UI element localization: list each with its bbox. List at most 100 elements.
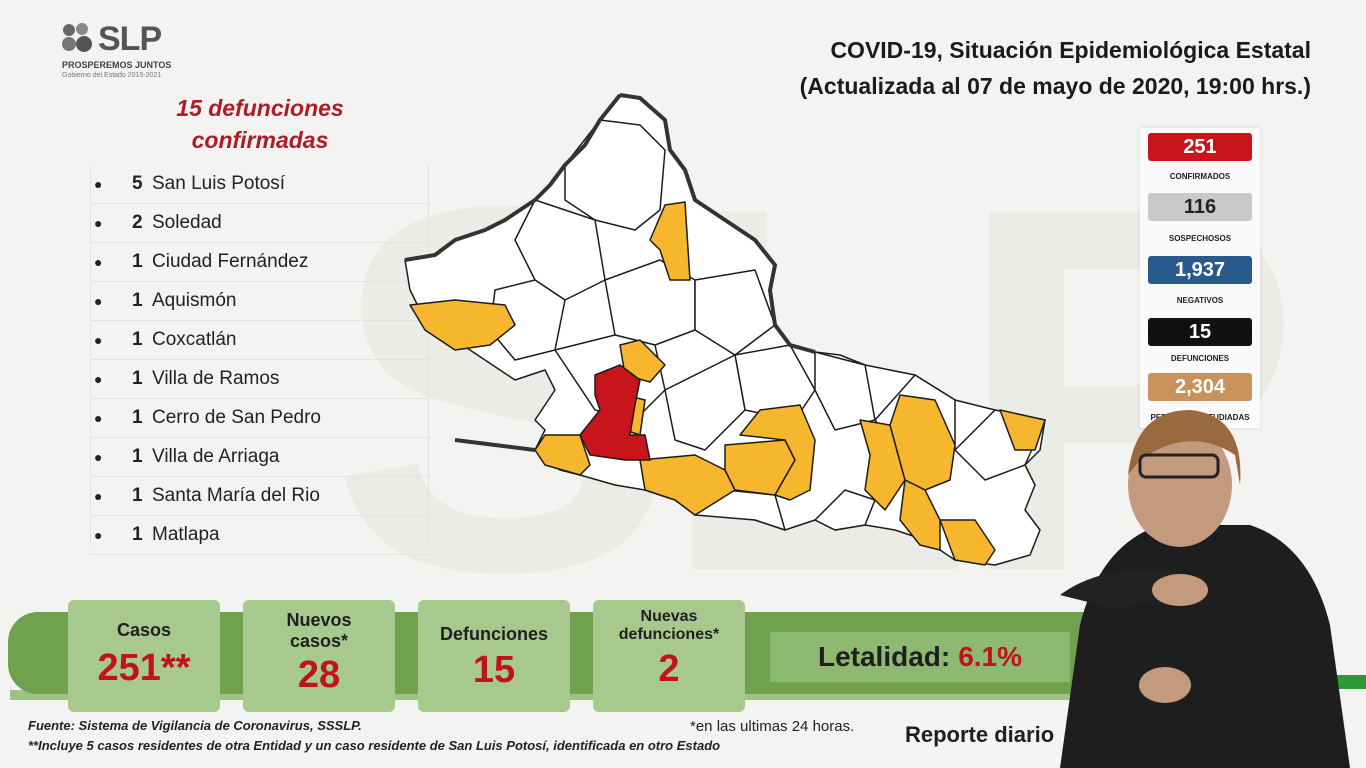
bullet-icon: ● <box>94 488 103 504</box>
reporte-diario: Reporte diario <box>905 722 1055 747</box>
bullet-icon: ● <box>94 293 103 309</box>
sospechosos-value: 116 <box>1148 193 1252 221</box>
municipio <box>814 351 876 431</box>
list-divider-right <box>428 165 429 545</box>
estudiadas-value: 2,304 <box>1148 373 1252 401</box>
sospechosos-label: SOSPECHOSOS <box>1168 234 1232 243</box>
card-nuevas-defunciones: Nuevas defunciones* 2 <box>593 600 745 712</box>
municipio-con-casos <box>889 394 956 491</box>
page-header: COVID-19, Situación Epidemiológica Estat… <box>800 32 1311 104</box>
list-item-count: 1 <box>132 368 143 389</box>
bullet-icon: ● <box>94 449 103 465</box>
logo-subtitle: Gobierno del Estado 2015-2021 <box>62 72 162 79</box>
letalidad-value: 6.1% <box>958 641 1023 672</box>
letalidad-label: Letalidad: <box>817 641 951 672</box>
card-defunciones: Defunciones 15 <box>418 600 570 712</box>
municipio-con-casos <box>899 479 941 551</box>
logo-name: SLP <box>98 20 162 58</box>
card-nuevos-label2: casos* <box>289 631 349 651</box>
state-map <box>404 93 1046 566</box>
letalidad: Letalidad: 6.1% <box>770 632 1070 682</box>
municipio-con-casos <box>534 434 591 476</box>
municipio-con-casos <box>739 404 816 501</box>
list-item-name: Coxcatlán <box>152 329 237 350</box>
list-item-name: Santa María del Rio <box>152 485 320 506</box>
page-subtitle: (Actualizada al 07 de mayo de 2020, 19:0… <box>799 73 1311 99</box>
municipio-con-casos <box>649 201 691 281</box>
list-item: ● 2 Soledad <box>90 204 430 243</box>
bullet-icon: ● <box>94 332 103 348</box>
bullet-icon: ● <box>94 371 103 387</box>
municipio <box>564 119 666 231</box>
list-item: ● 1 Ciudad Fernández <box>90 243 430 282</box>
list-item-count: 1 <box>132 446 143 467</box>
footer-fuente: Fuente: Sistema de Vigilancia de Coronav… <box>28 718 362 733</box>
list-item-name: Cerro de San Pedro <box>152 407 321 428</box>
list-item-count: 1 <box>132 329 143 350</box>
card-casos-label: Casos <box>116 620 172 640</box>
card-defunciones-label: Defunciones <box>439 624 549 644</box>
list-item: ● 1 Aquismón <box>90 282 430 321</box>
municipio-con-defunciones <box>579 364 651 461</box>
list-item-count: 1 <box>132 251 143 272</box>
bullet-icon: ● <box>94 527 103 543</box>
logo-tagline: PROSPEREMOS JUNTOS <box>62 60 172 70</box>
deaths-list-title: 15 defunciones confirmadas <box>140 92 380 156</box>
municipio-con-casos <box>939 519 996 566</box>
card-casos-value: 251** <box>97 647 191 689</box>
list-item-count: 1 <box>132 524 143 545</box>
bullet-icon: ● <box>94 410 103 426</box>
list-item-name: Matlapa <box>152 524 220 545</box>
confirmados-value: 251 <box>1148 133 1252 161</box>
footer-nota: **Incluye 5 casos residentes de otra Ent… <box>28 738 721 753</box>
list-item-count: 1 <box>132 485 143 506</box>
negativos-label: NEGATIVOS <box>1176 296 1224 305</box>
deaths-list: ● 5 San Luis Potosí ● 2 Soledad ● 1 Ciudad Fer… <box>90 165 430 555</box>
list-item: ● 1 Villa de Ramos <box>90 360 430 399</box>
sign-language-interpreter <box>1060 410 1350 768</box>
municipio <box>694 269 776 356</box>
list-divider-left <box>90 165 91 545</box>
defunciones-label: DEFUNCIONES <box>1170 354 1230 363</box>
municipio <box>814 489 876 531</box>
negativos-value: 1,937 <box>1148 256 1252 284</box>
confirmados-label: CONFIRMADOS <box>1169 172 1231 181</box>
card-nuevas-label1: Nuevas <box>640 608 698 625</box>
card-nuevos: Nuevos casos* 28 <box>243 600 395 712</box>
deaths-title-line1: 15 defunciones <box>176 95 344 121</box>
list-item-count: 1 <box>132 290 143 311</box>
card-nuevos-label1: Nuevos <box>286 610 352 630</box>
card-nuevas-value: 2 <box>658 648 680 690</box>
card-nuevas-label2: defunciones* <box>618 626 720 643</box>
list-item-name: San Luis Potosí <box>152 173 286 194</box>
municipio <box>664 354 746 451</box>
footer-ultimas: *en las ultimas 24 horas. <box>690 718 855 735</box>
stats-panel: 251 CONFIRMADOS 116 SOSPECHOSOS 1,937 NE… <box>1140 128 1260 428</box>
slp-logo: SLP PROSPEREMOS JUNTOS Gobierno del Esta… <box>60 20 180 90</box>
list-item-name: Villa de Ramos <box>152 368 280 389</box>
municipio-con-casos <box>639 454 736 516</box>
card-defunciones-value: 15 <box>472 649 516 691</box>
municipio-con-casos <box>999 409 1046 451</box>
list-item: ● 5 San Luis Potosí <box>90 165 430 204</box>
list-item: ● 1 Santa María del Rio <box>90 477 430 516</box>
bullet-icon: ● <box>94 176 103 192</box>
list-item-name: Ciudad Fernández <box>152 251 309 272</box>
deaths-title-line2: confirmadas <box>191 127 329 153</box>
bullet-icon: ● <box>94 254 103 270</box>
municipio-con-casos <box>409 299 516 351</box>
card-nuevos-value: 28 <box>297 654 341 696</box>
page-title: COVID-19, Situación Epidemiológica Estat… <box>830 37 1311 63</box>
list-item: ● 1 Coxcatlán <box>90 321 430 360</box>
card-casos: Casos 251** <box>68 600 220 712</box>
list-item: ● 1 Cerro de San Pedro <box>90 399 430 438</box>
list-item-name: Villa de Arriaga <box>152 446 280 467</box>
list-item: ● 1 Matlapa <box>90 516 430 555</box>
list-item: ● 1 Villa de Arriaga <box>90 438 430 477</box>
list-item-count: 1 <box>132 407 143 428</box>
list-item-name: Soledad <box>152 212 222 233</box>
list-item-name: Aquismón <box>152 290 237 311</box>
defunciones-value: 15 <box>1148 318 1252 346</box>
list-item-count: 5 <box>132 173 143 194</box>
bullet-icon: ● <box>94 215 103 231</box>
